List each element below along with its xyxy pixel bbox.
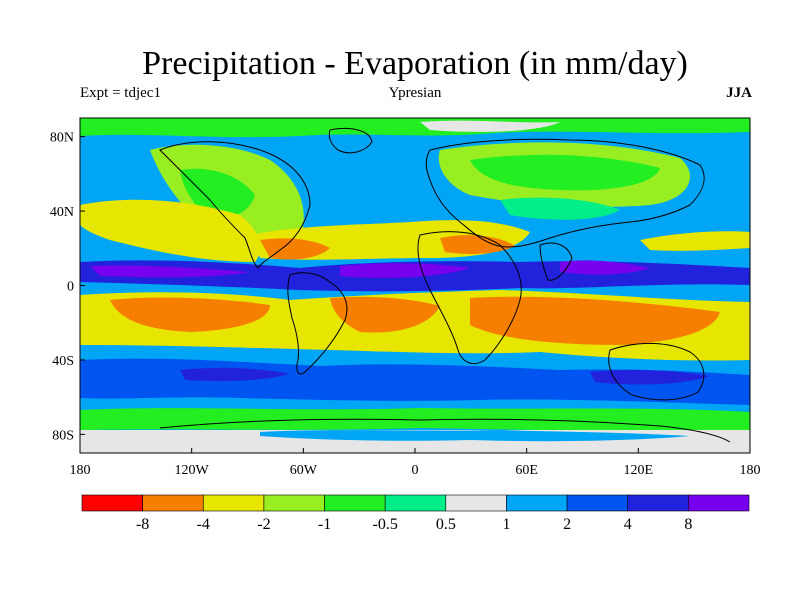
colorbar: -8 -4 -2 -1 -0.5 0.5 1 2 4 8: [81, 494, 750, 533]
colorbar-swatch: [627, 494, 689, 512]
colorbar-label: 2: [563, 516, 571, 533]
colorbar-swatch: [324, 494, 386, 512]
colorbar-label: -4: [197, 516, 210, 533]
lon-tick-label: 180: [70, 463, 91, 478]
lon-tick-label: 120W: [175, 463, 210, 478]
colorbar-label: 0.5: [436, 516, 456, 533]
colorbar-swatch: [445, 494, 507, 512]
colorbar-swatch: [506, 494, 568, 512]
lat-tick-label: 40N: [50, 205, 74, 220]
colorbar-label: 1: [502, 516, 510, 533]
lat-tick-label: 80N: [50, 131, 74, 146]
latitude-ticks: 80N 40N 0 40S 80S: [50, 131, 85, 443]
colorbar-label: -2: [257, 516, 270, 533]
lat-tick-label: 80S: [52, 428, 74, 443]
colorbar-label: -1: [318, 516, 331, 533]
colorbar-swatch: [566, 494, 629, 512]
colorbar-label: -8: [136, 516, 149, 533]
lon-tick-label: 60W: [290, 463, 318, 478]
colorbar-swatch: [202, 494, 265, 512]
colorbar-label: 4: [624, 516, 632, 533]
lat-tick-label: 40S: [52, 354, 74, 369]
lon-tick-label: 120E: [624, 463, 654, 478]
precip-field: [80, 118, 750, 453]
season-label: JJA: [726, 85, 752, 101]
lon-tick-label: 0: [412, 463, 419, 478]
period-label: Ypresian: [388, 85, 442, 101]
coastlines: [159, 128, 731, 443]
colorbar-swatch: [81, 494, 143, 512]
colorbar-label: 8: [684, 516, 692, 533]
lat-tick-label: 0: [67, 280, 74, 295]
map-title: Precipitation - Evaporation (in mm/day): [142, 45, 688, 82]
longitude-ticks: 180 120W 60W 0 60E 120E 180: [70, 448, 761, 478]
colorbar-label: -0.5: [373, 516, 398, 533]
experiment-label: Expt = tdjec1: [80, 85, 161, 101]
colorbar-swatch: [142, 494, 204, 512]
lon-tick-label: 60E: [515, 463, 538, 478]
colorbar-swatch: [688, 494, 750, 512]
colorbar-swatch: [384, 494, 447, 512]
lon-tick-label: 180: [740, 463, 761, 478]
colorbar-swatch: [263, 494, 325, 512]
